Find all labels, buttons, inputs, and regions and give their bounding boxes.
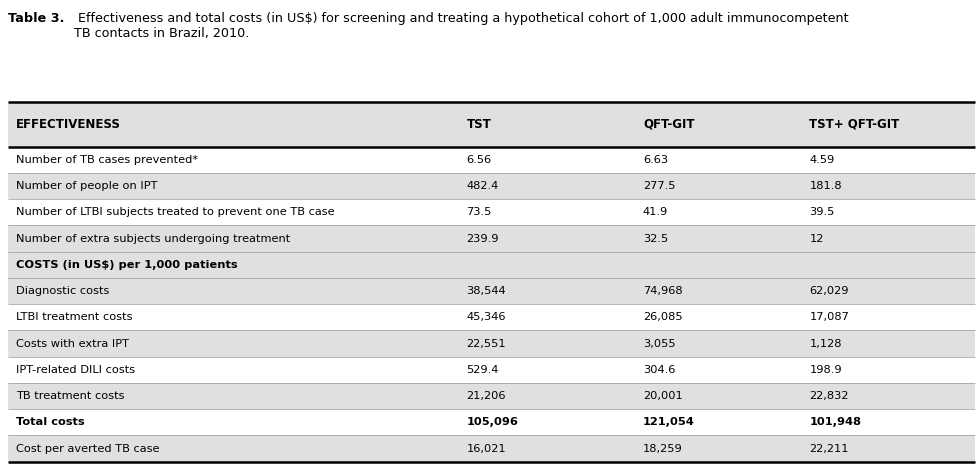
Text: 3,055: 3,055 xyxy=(643,339,675,349)
Text: IPT-related DILI costs: IPT-related DILI costs xyxy=(16,365,135,375)
Bar xyxy=(8,278,975,304)
Bar xyxy=(8,102,975,147)
Text: Cost per averted TB case: Cost per averted TB case xyxy=(16,444,159,454)
Text: Number of TB cases prevented*: Number of TB cases prevented* xyxy=(16,155,198,165)
Text: 22,832: 22,832 xyxy=(809,391,849,401)
Text: 16,021: 16,021 xyxy=(466,444,506,454)
Text: 45,346: 45,346 xyxy=(466,312,506,322)
Text: 529.4: 529.4 xyxy=(466,365,499,375)
Text: 22,551: 22,551 xyxy=(466,339,506,349)
Text: Costs with extra IPT: Costs with extra IPT xyxy=(16,339,128,349)
Text: 4.59: 4.59 xyxy=(809,155,835,165)
Text: 198.9: 198.9 xyxy=(809,365,842,375)
Text: 239.9: 239.9 xyxy=(466,234,499,244)
Text: LTBI treatment costs: LTBI treatment costs xyxy=(16,312,132,322)
Text: TST+ QFT-GIT: TST+ QFT-GIT xyxy=(809,118,900,131)
Text: 1,128: 1,128 xyxy=(809,339,842,349)
Text: TST: TST xyxy=(466,118,491,131)
Text: Number of extra subjects undergoing treatment: Number of extra subjects undergoing trea… xyxy=(16,234,290,244)
Text: 41.9: 41.9 xyxy=(643,207,668,217)
Text: 20,001: 20,001 xyxy=(643,391,683,401)
Text: 12: 12 xyxy=(809,234,824,244)
Text: 6.56: 6.56 xyxy=(466,155,492,165)
Bar xyxy=(8,383,975,409)
Text: Number of people on IPT: Number of people on IPT xyxy=(16,181,157,191)
Text: TB treatment costs: TB treatment costs xyxy=(16,391,124,401)
Text: Number of LTBI subjects treated to prevent one TB case: Number of LTBI subjects treated to preve… xyxy=(16,207,334,217)
Text: EFFECTIVENESS: EFFECTIVENESS xyxy=(16,118,121,131)
Bar xyxy=(8,435,975,462)
Text: 73.5: 73.5 xyxy=(466,207,492,217)
Text: 26,085: 26,085 xyxy=(643,312,682,322)
Text: 62,029: 62,029 xyxy=(809,286,849,296)
Text: 304.6: 304.6 xyxy=(643,365,675,375)
Bar xyxy=(8,330,975,357)
Bar xyxy=(8,225,975,252)
Text: Table 3.: Table 3. xyxy=(8,12,65,25)
Text: 277.5: 277.5 xyxy=(643,181,675,191)
Text: 105,096: 105,096 xyxy=(466,417,518,427)
Text: 121,054: 121,054 xyxy=(643,417,695,427)
Text: 482.4: 482.4 xyxy=(466,181,499,191)
Text: 17,087: 17,087 xyxy=(809,312,850,322)
Text: 32.5: 32.5 xyxy=(643,234,668,244)
Bar xyxy=(8,252,975,278)
Text: 18,259: 18,259 xyxy=(643,444,683,454)
Text: 101,948: 101,948 xyxy=(809,417,861,427)
Text: QFT-GIT: QFT-GIT xyxy=(643,118,695,131)
Text: Total costs: Total costs xyxy=(16,417,84,427)
Bar xyxy=(8,173,975,199)
Text: COSTS (in US$) per 1,000 patients: COSTS (in US$) per 1,000 patients xyxy=(16,260,237,270)
Text: 22,211: 22,211 xyxy=(809,444,849,454)
Text: 38,544: 38,544 xyxy=(466,286,506,296)
Text: Diagnostic costs: Diagnostic costs xyxy=(16,286,109,296)
Text: 39.5: 39.5 xyxy=(809,207,835,217)
Text: 181.8: 181.8 xyxy=(809,181,842,191)
Text: Effectiveness and total costs (in US$) for screening and treating a hypothetical: Effectiveness and total costs (in US$) f… xyxy=(74,12,849,40)
Text: 6.63: 6.63 xyxy=(643,155,668,165)
Text: 21,206: 21,206 xyxy=(466,391,506,401)
Text: 74,968: 74,968 xyxy=(643,286,682,296)
